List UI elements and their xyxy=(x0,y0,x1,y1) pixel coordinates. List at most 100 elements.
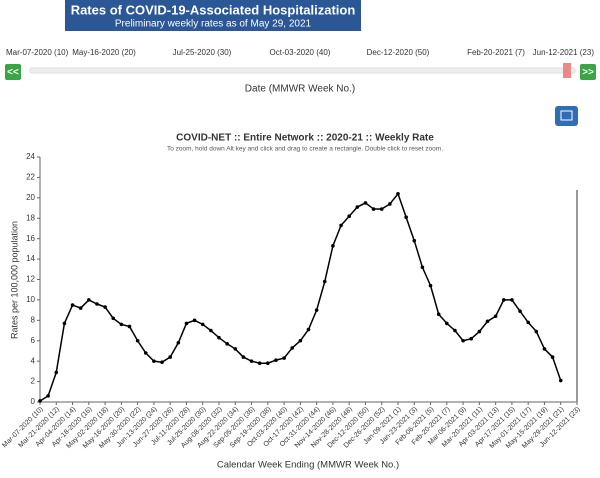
data-point xyxy=(363,201,368,205)
y-tick-label: 24 xyxy=(26,152,35,161)
data-point xyxy=(420,265,425,270)
data-point xyxy=(62,321,67,326)
data-point xyxy=(217,335,221,340)
data-point xyxy=(87,298,91,302)
data-point xyxy=(70,303,75,307)
data-point xyxy=(355,205,360,209)
data-point xyxy=(266,361,270,366)
data-point xyxy=(469,336,474,341)
data-point xyxy=(184,321,189,326)
data-point xyxy=(168,355,172,359)
data-point xyxy=(339,223,343,228)
data-point xyxy=(306,327,311,332)
y-tick-label: 18 xyxy=(26,213,35,222)
data-point xyxy=(396,191,400,196)
data-point xyxy=(534,329,539,334)
slider-label: Jul-25-2020 (30) xyxy=(173,48,232,57)
prev-button-label: << xyxy=(7,67,19,78)
data-point xyxy=(46,394,50,398)
data-line xyxy=(39,192,562,402)
data-point xyxy=(404,215,408,220)
y-tick-label: 0 xyxy=(31,397,36,406)
data-point xyxy=(501,298,506,302)
data-point xyxy=(558,378,563,383)
prev-button[interactable] xyxy=(5,64,21,80)
data-point xyxy=(322,279,327,284)
data-point xyxy=(298,338,303,343)
header-subtitle: Preliminary weekly rates as of May 29, 2… xyxy=(115,19,312,30)
next-button[interactable] xyxy=(580,64,596,80)
next-button-label: >> xyxy=(582,67,594,78)
data-point xyxy=(127,324,132,329)
data-point xyxy=(200,322,205,327)
data-point xyxy=(477,329,482,334)
header-bar xyxy=(65,0,361,31)
slider-label: Feb-20-2021 (7) xyxy=(467,48,525,57)
data-point xyxy=(95,302,99,306)
data-point xyxy=(209,328,213,333)
data-point xyxy=(436,312,441,317)
y-tick-label: 2 xyxy=(31,377,36,386)
y-tick-label: 6 xyxy=(31,336,36,345)
slider-label: Dec-12-2020 (50) xyxy=(367,48,430,57)
x-axis-label: Calendar Week Ending (MMWR Week No.) xyxy=(217,460,399,471)
slider-track[interactable] xyxy=(29,67,576,74)
slider-label: Mar-07-2020 (10) xyxy=(6,48,69,57)
data-point xyxy=(282,356,286,360)
data-point xyxy=(290,346,295,350)
image-icon xyxy=(560,110,573,121)
data-point xyxy=(54,370,59,375)
y-axis-label: Rates per 100,000 population xyxy=(9,221,19,339)
data-point xyxy=(225,342,229,346)
data-point xyxy=(510,298,514,302)
y-tick-label: 22 xyxy=(26,173,35,182)
data-point xyxy=(233,347,238,351)
y-tick-label: 10 xyxy=(26,295,35,304)
data-point xyxy=(314,308,319,312)
data-point xyxy=(152,359,156,363)
y-tick-label: 20 xyxy=(26,193,35,202)
y-tick-label: 8 xyxy=(31,315,36,324)
data-point xyxy=(176,340,181,345)
y-tick-label: 16 xyxy=(26,234,35,243)
header-title: Rates of COVID-19-Associated Hospitaliza… xyxy=(71,2,356,17)
y-tick-label: 12 xyxy=(26,275,35,284)
slider-handle[interactable] xyxy=(563,63,571,78)
data-point xyxy=(38,399,42,403)
data-point xyxy=(445,321,449,326)
data-point xyxy=(379,207,384,211)
y-tick-label: 4 xyxy=(31,356,36,365)
data-point xyxy=(412,238,417,243)
data-point xyxy=(347,214,351,219)
slider-labels: Mar-07-2020 (10) May-16-2020 (20) Jul-25-2… xyxy=(6,48,594,57)
slider-label: May-16-2020 (20) xyxy=(72,48,136,57)
data-point xyxy=(103,305,107,309)
data-point xyxy=(160,360,164,364)
y-tick-label: 14 xyxy=(26,254,35,263)
data-point xyxy=(274,358,278,362)
data-point xyxy=(119,322,124,327)
data-point xyxy=(143,351,148,355)
chart-title: COVID-NET :: Entire Network :: 2020-21 :… xyxy=(176,133,434,144)
data-point xyxy=(78,306,83,310)
data-point xyxy=(428,283,433,288)
data-point xyxy=(542,347,547,351)
data-point xyxy=(461,338,465,343)
data-point xyxy=(550,355,555,359)
data-point xyxy=(485,319,490,324)
data-point xyxy=(518,309,522,313)
data-point xyxy=(111,316,116,321)
slider-axis-label: Date (MMWR Week No.) xyxy=(245,84,355,95)
data-point xyxy=(453,328,457,333)
data-point xyxy=(257,361,262,366)
chart-subtitle: To zoom, hold down Alt key and click and… xyxy=(167,146,443,153)
data-point xyxy=(526,320,530,325)
data-point xyxy=(135,338,140,343)
data-point xyxy=(331,244,335,248)
slider-label: Jun-12-2021 (23) xyxy=(533,48,595,57)
data-point xyxy=(192,318,197,323)
data-point xyxy=(241,355,246,359)
image-button[interactable] xyxy=(555,106,578,126)
data-point xyxy=(249,359,254,363)
